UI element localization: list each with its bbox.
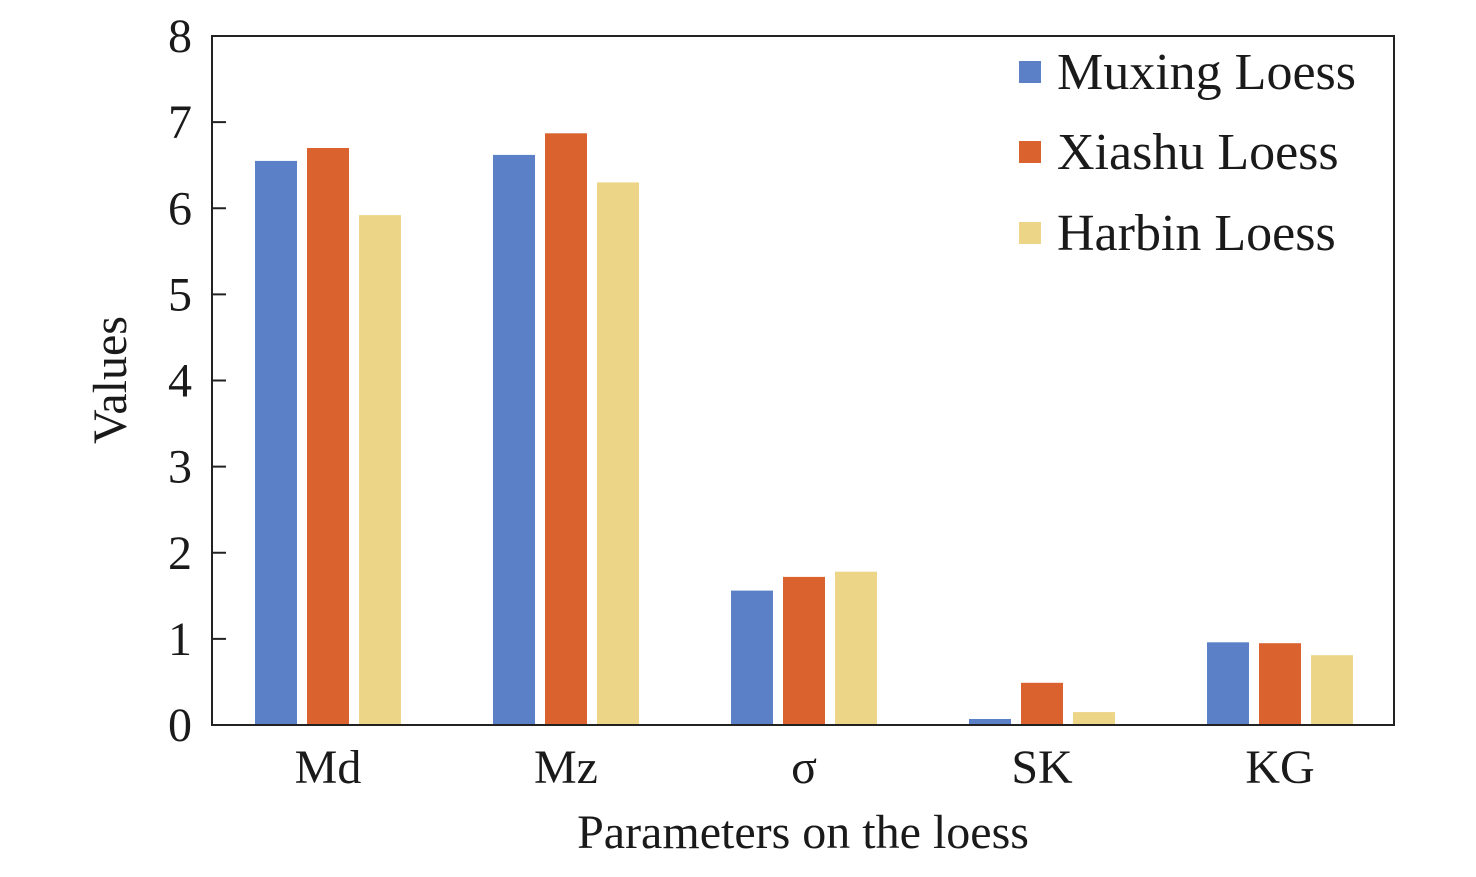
legend: Muxing Loess Xiashu Loess Harbin Loess xyxy=(1019,44,1356,262)
bar-xiashu-loess-4 xyxy=(1259,643,1301,725)
bar-xiashu-loess-0 xyxy=(307,148,349,725)
y-tick-label-0: 0 xyxy=(168,699,192,752)
legend-swatch-0 xyxy=(1019,61,1041,83)
y-axis: 0 1 2 3 4 5 6 7 8 xyxy=(168,10,226,752)
x-tick-label-2: σ xyxy=(791,741,817,794)
y-tick-label-2: 2 xyxy=(168,527,192,580)
y-axis-title: Values xyxy=(84,316,137,444)
bar-muxing-loess-2 xyxy=(731,590,773,725)
bar-muxing-loess-1 xyxy=(493,154,535,725)
y-tick-label-4: 4 xyxy=(168,355,192,408)
bar-xiashu-loess-1 xyxy=(545,133,587,726)
y-tick-label-8: 8 xyxy=(168,10,192,63)
legend-label-2: Harbin Loess xyxy=(1057,205,1336,262)
bars-layer xyxy=(255,133,1353,726)
legend-label-0: Muxing Loess xyxy=(1057,44,1356,101)
bar-muxing-loess-0 xyxy=(255,160,297,725)
x-axis-title: Parameters on the loess xyxy=(577,806,1029,859)
legend-label-1: Xiashu Loess xyxy=(1057,124,1339,181)
y-tick-label-3: 3 xyxy=(168,441,192,494)
bar-muxing-loess-3 xyxy=(969,719,1011,725)
bar-harbin-loess-3 xyxy=(1073,712,1115,725)
bar-harbin-loess-0 xyxy=(359,215,401,725)
y-tick-label-5: 5 xyxy=(168,268,192,321)
bar-harbin-loess-1 xyxy=(597,182,639,725)
y-tick-label-6: 6 xyxy=(168,182,192,235)
x-tick-label-1: Mz xyxy=(534,741,598,794)
bar-harbin-loess-4 xyxy=(1311,655,1353,725)
bar-muxing-loess-4 xyxy=(1207,642,1249,725)
x-tick-label-0: Md xyxy=(295,741,362,794)
x-axis: Md Mz σ SK KG xyxy=(295,741,1315,794)
legend-swatch-2 xyxy=(1019,222,1041,244)
y-tick-label-1: 1 xyxy=(168,613,192,666)
x-tick-label-4: KG xyxy=(1245,741,1314,794)
y-tick-label-7: 7 xyxy=(168,96,192,149)
bar-xiashu-loess-2 xyxy=(783,576,825,725)
bar-xiashu-loess-3 xyxy=(1021,682,1063,725)
bar-harbin-loess-2 xyxy=(835,571,877,725)
x-tick-label-3: SK xyxy=(1011,741,1073,794)
legend-swatch-1 xyxy=(1019,141,1041,163)
